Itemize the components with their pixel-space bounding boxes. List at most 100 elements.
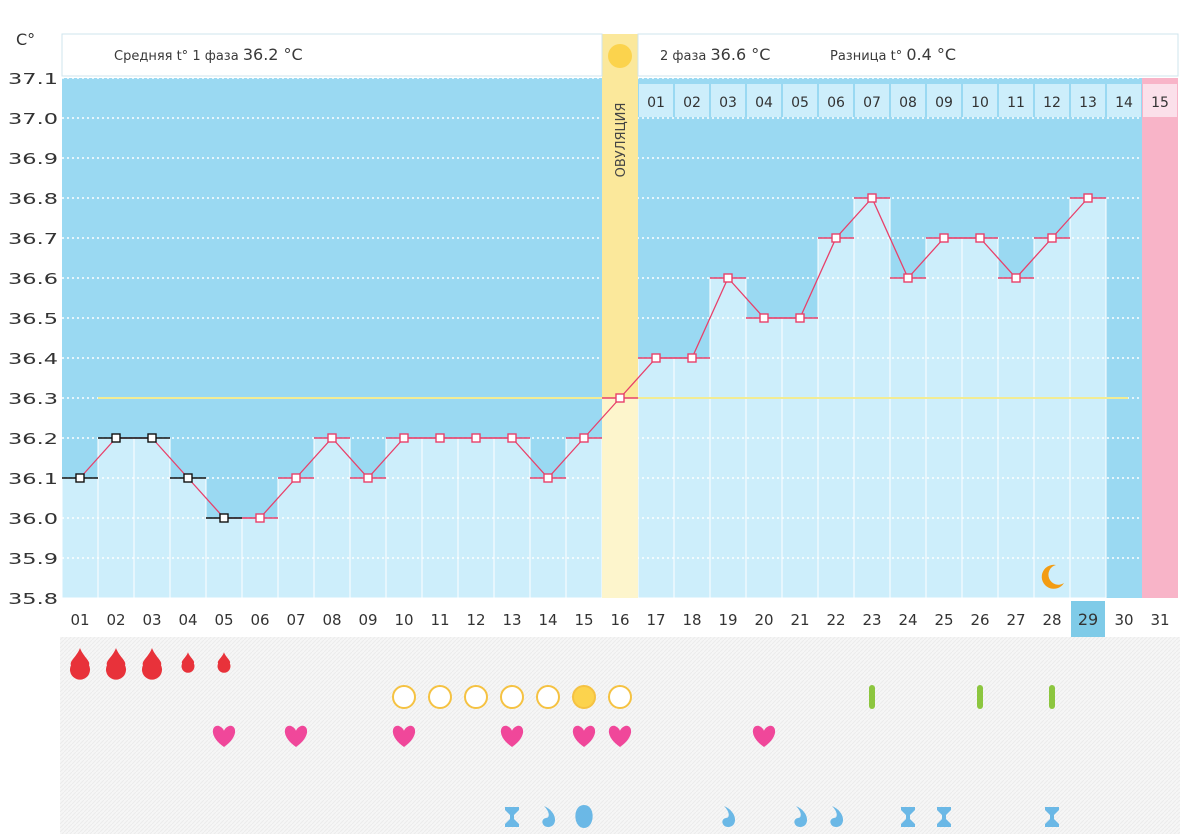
temperature-point-03 <box>147 433 157 443</box>
x-tick-label: 20 <box>754 611 773 629</box>
day-bar-28 <box>1033 237 1071 599</box>
y-tick-label: 36.1 <box>8 470 58 488</box>
luteal-day-cell <box>927 84 961 117</box>
temperature-point-15 <box>579 433 589 443</box>
luteal-day-cell <box>855 84 889 117</box>
ovulation-bar <box>602 398 638 598</box>
test-strip-icon <box>977 685 983 709</box>
luteal-day-label: 02 <box>683 95 701 111</box>
luteal-day-cell <box>891 84 925 117</box>
luteal-day-cell <box>711 84 745 117</box>
heart-icon <box>392 725 416 747</box>
luteal-day-cell <box>963 84 997 117</box>
luteal-day-label: 15 <box>1151 95 1169 111</box>
circle-icon <box>428 685 452 709</box>
phase2-header-box <box>637 33 1179 77</box>
luteal-day-label: 12 <box>1043 95 1061 111</box>
temperature-point-16 <box>615 393 625 403</box>
temperature-point-22 <box>831 233 841 243</box>
temperature-point-14 <box>543 473 553 483</box>
luteal-day-label: 11 <box>1007 95 1025 111</box>
temperature-point-25 <box>939 233 949 243</box>
hourglass-icon <box>937 807 951 827</box>
x-tick-label: 21 <box>790 611 809 629</box>
temperature-point-06 <box>255 513 265 523</box>
y-tick-label: 36.2 <box>8 430 58 448</box>
y-tick-label: 36.4 <box>8 350 58 368</box>
blood-drop-icon <box>217 652 231 673</box>
day-bar-09 <box>349 477 387 599</box>
test-strip-icon <box>869 685 875 709</box>
y-tick-label: 36.8 <box>8 190 58 208</box>
temperature-point-05 <box>219 513 229 523</box>
luteal-day-cell <box>1071 84 1105 117</box>
temperature-point-01 <box>75 473 85 483</box>
hourglass-icon <box>505 807 519 827</box>
blood-drop-icon <box>142 648 162 680</box>
hourglass-icon <box>901 807 915 827</box>
luteal-day-label: 07 <box>863 95 881 111</box>
filled-circle-icon <box>572 685 596 709</box>
x-tick-label: 24 <box>898 611 917 629</box>
luteal-day-cell <box>783 84 817 117</box>
egg-white-icon <box>575 805 593 828</box>
drop-icon <box>542 806 556 827</box>
circle-icon <box>608 685 632 709</box>
luteal-day-cell <box>1035 84 1069 117</box>
y-unit-label: C° <box>16 30 35 49</box>
x-tick-label: 01 <box>70 611 89 629</box>
luteal-day-cell <box>999 84 1033 117</box>
temperature-point-11 <box>435 433 445 443</box>
phase1-header-box <box>61 33 603 77</box>
heart-icon <box>572 725 596 747</box>
x-tick-label: 31 <box>1150 611 1169 629</box>
temperature-point-10 <box>399 433 409 443</box>
day-bar-04 <box>169 477 207 599</box>
y-tick-label: 37.0 <box>8 110 58 128</box>
x-tick-label: 14 <box>538 611 557 629</box>
y-tick-label: 36.3 <box>8 390 58 408</box>
temperature-point-29 <box>1083 193 1093 203</box>
temperature-point-26 <box>975 233 985 243</box>
heart-icon <box>284 725 308 747</box>
circle-icon <box>500 685 524 709</box>
temperature-point-28 <box>1047 233 1057 243</box>
blood-drop-icon <box>70 648 90 680</box>
luteal-day-cell <box>1143 84 1177 117</box>
luteal-day-label: 01 <box>647 95 665 111</box>
x-tick-label: 22 <box>826 611 845 629</box>
y-tick-label: 36.5 <box>8 310 58 328</box>
x-tick-label: 30 <box>1114 611 1133 629</box>
temperature-point-18 <box>687 353 697 363</box>
luteal-day-cell <box>639 84 673 117</box>
temperature-point-20 <box>759 313 769 323</box>
temperature-point-17 <box>651 353 661 363</box>
period-column <box>1142 78 1178 598</box>
circle-icon <box>464 685 488 709</box>
day-bar-21 <box>781 317 819 599</box>
x-tick-label: 17 <box>646 611 665 629</box>
x-tick-label: 25 <box>934 611 953 629</box>
x-tick-label: 02 <box>106 611 125 629</box>
temperature-point-08 <box>327 433 337 443</box>
x-tick-label: 16 <box>610 611 629 629</box>
x-tick-label: 19 <box>718 611 737 629</box>
moon-icon <box>1041 564 1064 589</box>
x-tick-label: 04 <box>178 611 197 629</box>
heart-icon <box>212 725 236 747</box>
phase1-average: Средняя t° 1 фаза 36.2 °C <box>114 45 303 64</box>
y-tick-label: 36.6 <box>8 270 58 288</box>
x-tick-label: 27 <box>1006 611 1025 629</box>
x-tick-label: 23 <box>862 611 881 629</box>
day-bar-26 <box>961 237 999 599</box>
day-bar-01 <box>61 477 99 599</box>
temperature-point-02 <box>111 433 121 443</box>
temperature-point-19 <box>723 273 733 283</box>
phase2-average: 2 фаза 36.6 °C <box>660 45 770 64</box>
y-tick-label: 36.0 <box>8 510 58 528</box>
temperature-point-13 <box>507 433 517 443</box>
x-tick-label: 06 <box>250 611 269 629</box>
temperature-point-27 <box>1011 273 1021 283</box>
luteal-day-label: 03 <box>719 95 737 111</box>
